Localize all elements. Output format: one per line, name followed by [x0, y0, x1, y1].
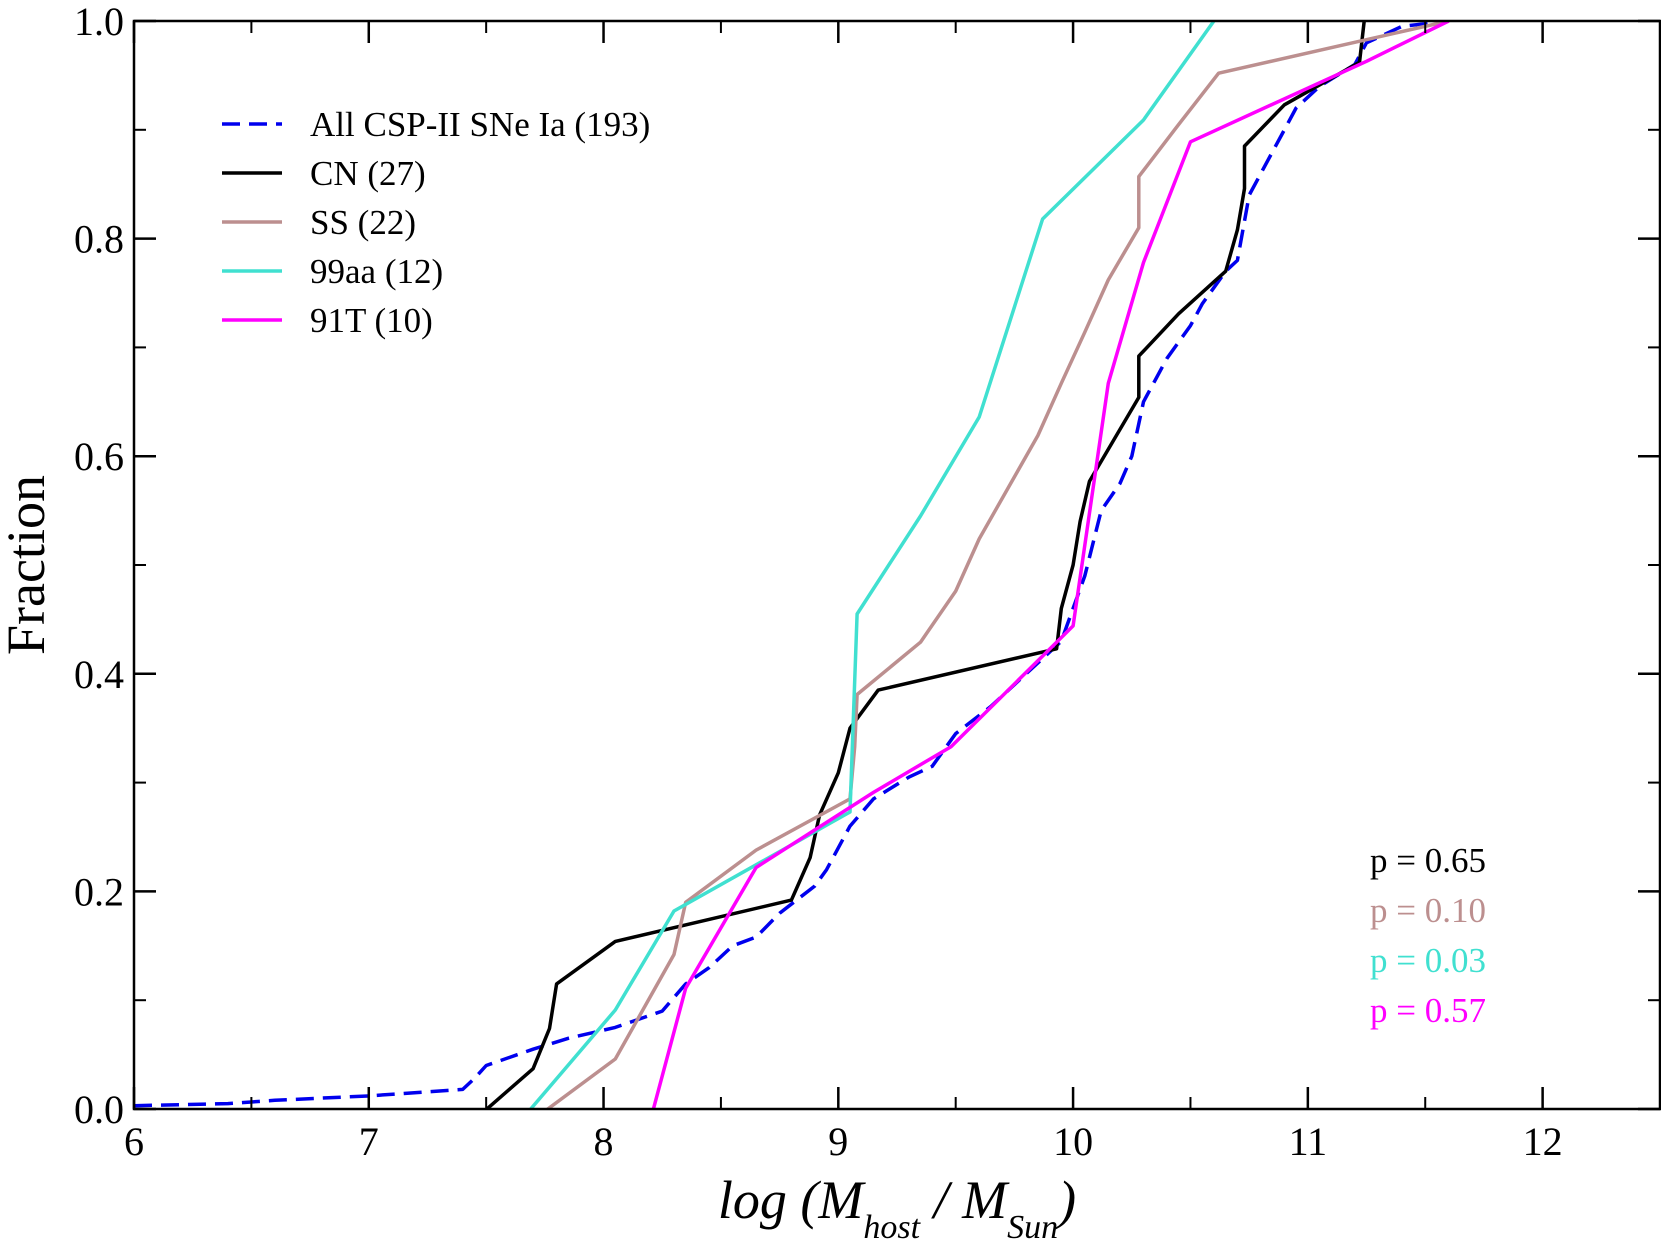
x-axis-title-sub-sun: Sun [1007, 1209, 1058, 1241]
series-layer [134, 21, 1450, 1109]
y-tick-label: 0.6 [74, 434, 124, 479]
ticks-layer: 6 7 8 9 10 11 12 0.0 0.2 0.4 0.6 0.8 1.0 [74, 0, 1661, 1164]
x-tick-label: 6 [124, 1119, 144, 1164]
x-axis-title-mid: / M [920, 1170, 1010, 1230]
x-axis-title-end: ) [1055, 1170, 1076, 1230]
x-tick-label: 9 [828, 1119, 848, 1164]
x-axis-title-main: log (M [718, 1170, 866, 1230]
p-value-1: p = 0.10 [1370, 891, 1486, 930]
p-value-0: p = 0.65 [1370, 841, 1486, 880]
y-tick-label: 0.4 [74, 652, 124, 697]
series-line-1 [484, 21, 1366, 1109]
p-value-3: p = 0.57 [1370, 991, 1486, 1030]
x-tick-label: 7 [359, 1119, 379, 1164]
legend-label-1: CN (27) [310, 154, 426, 193]
legend-label-0: All CSP-II SNe Ia (193) [310, 105, 650, 144]
y-axis-title: Fraction [0, 475, 56, 655]
x-axis-title-sub-host: host [863, 1209, 921, 1241]
x-tick-label: 11 [1289, 1119, 1328, 1164]
series-line-2 [544, 21, 1450, 1109]
legend-label-3: 99aa (12) [310, 252, 443, 291]
legend-label-2: SS (22) [310, 203, 416, 242]
y-tick-label: 0.8 [74, 217, 124, 262]
legend: All CSP-II SNe Ia (193) CN (27) SS (22) 99a… [222, 105, 650, 340]
series-line-4 [651, 21, 1450, 1109]
x-tick-label: 10 [1053, 1119, 1093, 1164]
y-tick-label: 1.0 [74, 0, 124, 44]
x-axis-title: log (Mhost / MSun) [718, 1170, 1076, 1241]
x-tick-label: 8 [594, 1119, 614, 1164]
series-line-3 [528, 21, 1216, 1109]
y-tick-label: 0.0 [74, 1087, 124, 1132]
y-tick-label: 0.2 [74, 869, 124, 914]
p-value-2: p = 0.03 [1370, 941, 1486, 980]
series-line-0 [134, 21, 1449, 1108]
p-value-annotations: p = 0.65 p = 0.10 p = 0.03 p = 0.57 [1370, 841, 1486, 1030]
x-tick-label: 12 [1523, 1119, 1563, 1164]
legend-label-4: 91T (10) [310, 301, 433, 340]
